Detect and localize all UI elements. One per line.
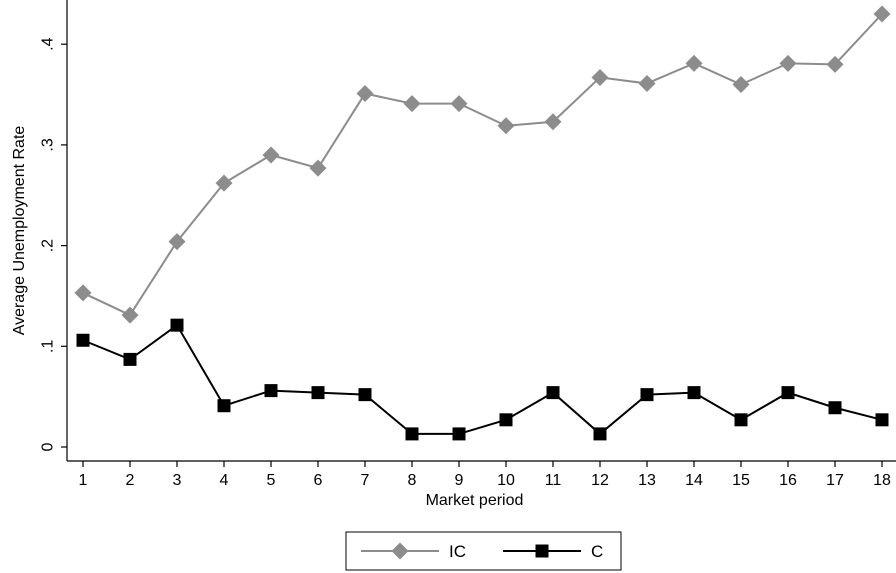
series-ic-point xyxy=(403,95,421,113)
series-ic-point xyxy=(685,54,703,72)
series-c-point xyxy=(358,388,372,402)
x-tick-label: 4 xyxy=(220,472,229,489)
series-c-point xyxy=(687,386,701,400)
x-tick-label: 6 xyxy=(314,472,323,489)
series-ic-point xyxy=(591,68,609,86)
x-axis-title: Market period xyxy=(426,492,524,509)
legend-item-ic: IC xyxy=(361,542,466,561)
series-ic-point xyxy=(168,233,186,251)
series-c-point xyxy=(76,333,90,347)
x-tick-label: 10 xyxy=(497,472,515,489)
series-ic-point xyxy=(779,54,797,72)
series-ic-point xyxy=(121,306,139,324)
series-ic-point xyxy=(732,75,750,93)
series-c-point xyxy=(734,413,748,427)
series-ic-point xyxy=(450,95,468,113)
series-c-point xyxy=(170,318,184,332)
series-ic-line xyxy=(82,13,883,317)
series-c-point xyxy=(875,413,889,427)
y-tick-label: .2 xyxy=(40,239,57,252)
series-c-point xyxy=(828,401,842,415)
x-tick-label: 15 xyxy=(732,472,750,489)
x-tick-label: 14 xyxy=(685,472,703,489)
series-c-point xyxy=(640,388,654,402)
series-c-point xyxy=(123,352,137,366)
y-tick-label: .3 xyxy=(40,138,57,151)
series-c-point xyxy=(781,386,795,400)
series-c-point xyxy=(499,413,513,427)
legend-marker xyxy=(535,544,549,558)
x-tick-label: 7 xyxy=(361,472,370,489)
series-ic-point xyxy=(826,55,844,73)
x-tick-label: 3 xyxy=(173,472,182,489)
series-ic-point xyxy=(544,113,562,131)
y-ticks: 0 .1 .2 .3 .4 xyxy=(40,37,67,451)
legend-label: IC xyxy=(449,542,466,561)
y-tick-label: .1 xyxy=(40,340,57,353)
series-ic-point xyxy=(262,146,280,164)
series-ic-point xyxy=(74,284,92,302)
series-c-point xyxy=(452,427,466,441)
axes xyxy=(66,0,896,462)
x-tick-label: 11 xyxy=(545,472,562,489)
series-ic-point xyxy=(356,85,374,103)
x-tick-label: 8 xyxy=(408,472,417,489)
series-c-point xyxy=(593,427,607,441)
legend-marker xyxy=(391,542,409,560)
series-c-line xyxy=(82,323,883,436)
x-tick-label: 1 xyxy=(79,472,88,489)
legend-label: C xyxy=(591,542,603,561)
x-tick-label: 17 xyxy=(826,472,844,489)
series-c-point xyxy=(311,386,325,400)
x-tick-label: 2 xyxy=(126,472,135,489)
series-c xyxy=(76,318,889,441)
series-c-point xyxy=(264,384,278,398)
y-tick-label: .4 xyxy=(40,37,57,50)
series-c-point xyxy=(405,427,419,441)
series-ic-point xyxy=(497,117,515,135)
series-ic-point xyxy=(215,174,233,192)
series-ic-point xyxy=(638,74,656,92)
series-c-point xyxy=(546,386,560,400)
series-layer xyxy=(74,5,891,441)
series-ic xyxy=(74,5,891,324)
legend: IC C xyxy=(345,531,622,571)
series-ic-point xyxy=(309,159,327,177)
y-tick-label: 0 xyxy=(40,442,57,451)
legend-item-c: C xyxy=(503,542,603,561)
x-tick-label: 9 xyxy=(455,472,464,489)
x-tick-label: 13 xyxy=(638,472,656,489)
x-tick-label: 5 xyxy=(267,472,276,489)
series-ic-point xyxy=(873,5,891,23)
x-tick-label: 16 xyxy=(779,472,797,489)
series-c-point xyxy=(217,399,231,413)
x-tick-label: 18 xyxy=(873,472,891,489)
x-tick-label: 12 xyxy=(591,472,609,489)
x-ticks: 1 2 3 4 5 6 7 8 9 10 11 12 13 14 15 16 17 18 xyxy=(79,461,891,489)
y-axis-title: Average Unemployment Rate xyxy=(11,126,28,336)
